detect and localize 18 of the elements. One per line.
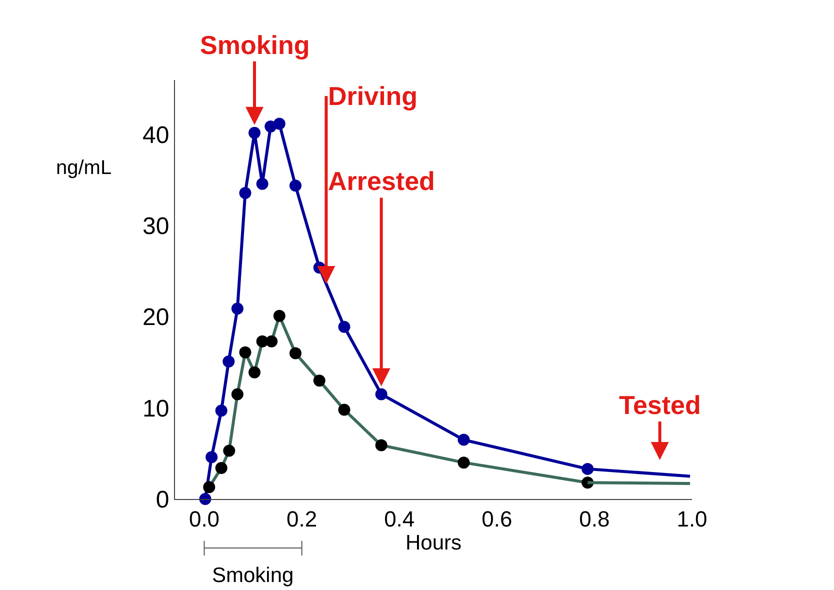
x-tick-label: 0.4 <box>384 506 415 532</box>
x-tick-label: 0.8 <box>579 506 610 532</box>
x-tick-label: 0.6 <box>482 506 512 532</box>
x-tick-label: 0.0 <box>188 506 220 532</box>
x-tick-label: 0.2 <box>286 506 318 532</box>
annotation: Smoking <box>200 30 310 60</box>
annotation: Arrested <box>328 166 435 196</box>
annotation: Tested <box>619 390 701 420</box>
x-tick-label: 1.0 <box>676 506 708 532</box>
y-tick-label: 30 <box>142 213 170 240</box>
y-axis-title: ng/mL <box>56 157 112 179</box>
y-tick-label: 40 <box>142 122 170 150</box>
x-axis-title: Hours <box>405 532 462 555</box>
y-tick-label: 10 <box>142 395 170 422</box>
y-tick-label: 0 <box>156 486 170 514</box>
y-tick-label: 20 <box>142 304 170 332</box>
text: Smoking <box>212 564 294 587</box>
annotation: Driving <box>328 81 418 111</box>
